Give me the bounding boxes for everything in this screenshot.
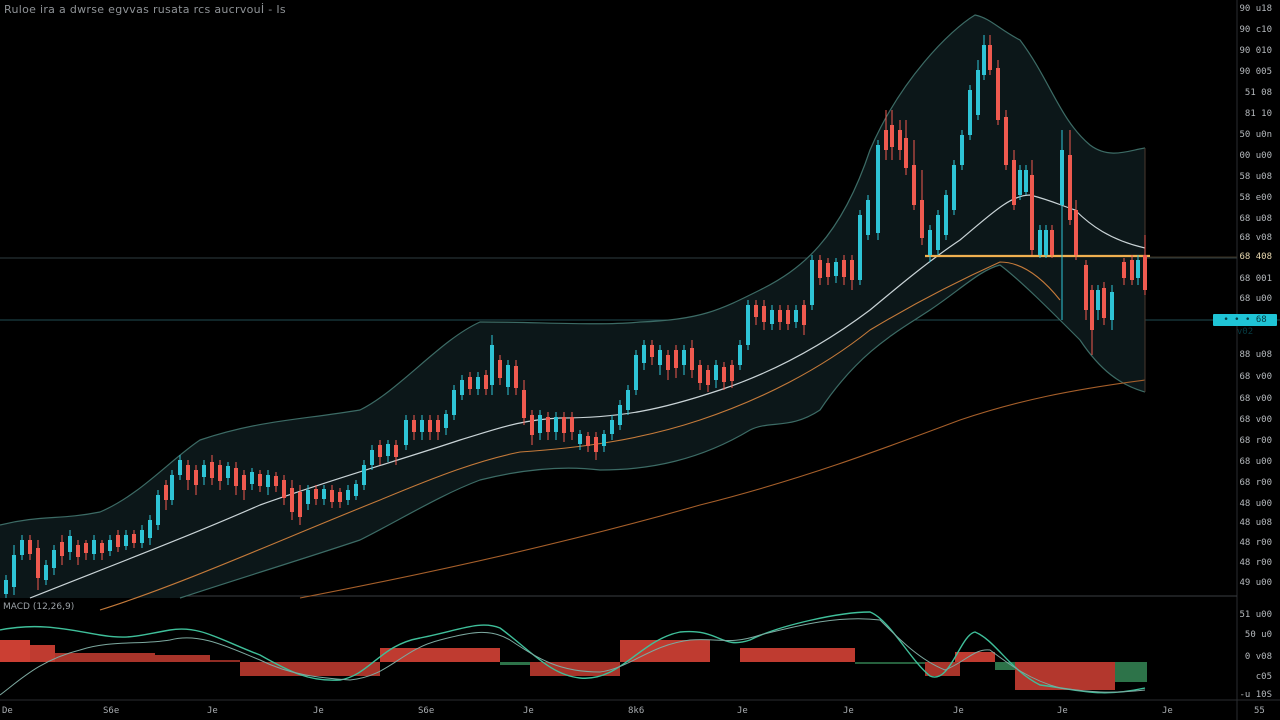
price-tick: 00 u00: [1239, 151, 1272, 161]
time-tick: De: [2, 706, 13, 716]
price-tick: 68 r00: [1239, 478, 1272, 488]
time-tick: 8k6: [628, 706, 645, 716]
time-axis-corner: 55: [1254, 706, 1265, 716]
price-tick: 48 u08: [1239, 518, 1272, 528]
price-tick: 58 u08: [1239, 172, 1272, 182]
price-tick: 48 r00: [1239, 558, 1272, 568]
price-tick: 68 u00: [1239, 294, 1272, 304]
current-price-tag: • • • 68 v02: [1213, 314, 1277, 337]
price-tick: 90 010: [1239, 46, 1272, 56]
time-tick: Je: [737, 706, 748, 716]
time-tick: Je: [843, 706, 854, 716]
price-tick: 48 u00: [1239, 499, 1272, 509]
price-tick: 49 u00: [1239, 578, 1272, 588]
macd-histogram: [0, 640, 1147, 690]
price-tick: 90 u18: [1239, 4, 1272, 14]
price-tick: 68 001: [1239, 274, 1272, 284]
price-tick: 90 c10: [1239, 25, 1272, 35]
time-tick: Je: [523, 706, 534, 716]
moving-average-slow: [99, 261, 1061, 611]
time-tick: Je: [953, 706, 964, 716]
indicator-tick: 50 u0: [1244, 630, 1272, 640]
price-tick: 81 10: [1244, 109, 1272, 119]
moving-average-slower: [299, 379, 1146, 599]
indicator-tick: 0 v08: [1244, 652, 1272, 662]
indicator-label[interactable]: MACD (12,26,9): [3, 602, 75, 612]
macd-line: [0, 611, 1146, 694]
price-tick: 68 u08: [1239, 214, 1272, 224]
indicator-tick: 51 u00: [1239, 610, 1272, 620]
bollinger-upper-line: [0, 14, 1146, 526]
time-tick: S6e: [418, 706, 435, 716]
indicator-tick: -u 10S: [1239, 690, 1272, 700]
time-tick: Je: [1162, 706, 1173, 716]
price-tick: 68 v00: [1239, 415, 1272, 425]
price-tick: 50 u0n: [1239, 130, 1272, 140]
price-tick: 48 r00: [1239, 538, 1272, 548]
price-tick: 88 u08: [1239, 350, 1272, 360]
price-tick: 68 u00: [1239, 457, 1272, 467]
price-tick: 68 v00: [1239, 394, 1272, 404]
price-tick: 90 005: [1239, 67, 1272, 77]
price-tick: 68 r00: [1239, 436, 1272, 446]
price-tick: 51 08: [1244, 88, 1272, 98]
time-tick: Je: [207, 706, 218, 716]
chart-title: Ruloe ira a dwrse egvvas rusata rcs aucr…: [4, 3, 286, 16]
time-tick: S6e: [103, 706, 120, 716]
macd-pane[interactable]: [0, 611, 1147, 696]
time-tick: Je: [1057, 706, 1068, 716]
bollinger-lower-line: [179, 264, 1146, 599]
price-tick: 68 408: [1239, 252, 1272, 262]
indicator-tick: c05: [1255, 672, 1272, 682]
price-tick: 68 v08: [1239, 233, 1272, 243]
price-tick: 68 v00: [1239, 372, 1272, 382]
bollinger-band-fill: [0, 15, 1145, 598]
candlestick-series[interactable]: [4, 35, 1147, 598]
price-tick: 58 e00: [1239, 193, 1272, 203]
signal-line: [0, 618, 1146, 696]
time-tick: Je: [313, 706, 324, 716]
